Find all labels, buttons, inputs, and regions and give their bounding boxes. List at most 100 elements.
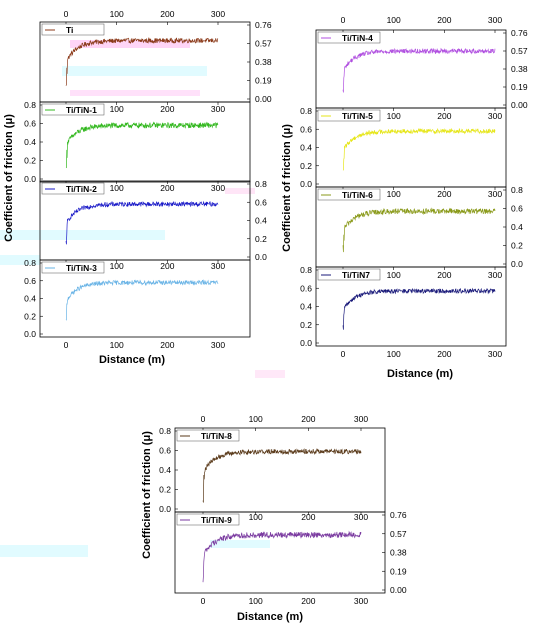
y-tick-label: 0.0 bbox=[511, 259, 523, 269]
x-axis-label-group-1: Distance (m) bbox=[99, 354, 165, 366]
x-tick-label: 300 bbox=[488, 15, 502, 25]
y-tick-label: 0.2 bbox=[300, 320, 312, 330]
y-tick-label: 0.00 bbox=[255, 94, 272, 104]
y-tick-label: 0.8 bbox=[300, 265, 312, 275]
panel-10: 01002003000.000.190.380.570.760100200300… bbox=[174, 510, 407, 606]
y-tick-label: 0.6 bbox=[511, 204, 523, 214]
friction-trace-line bbox=[202, 448, 362, 503]
y-tick-label: 0.2 bbox=[24, 311, 36, 321]
background-artifact-2 bbox=[62, 66, 207, 76]
y-tick-label: 0.8 bbox=[511, 185, 523, 195]
x-tick-label: 200 bbox=[437, 111, 451, 121]
x-tick-label: 0 bbox=[64, 9, 69, 19]
y-tick-label: 0.2 bbox=[300, 161, 312, 171]
legend-label: Ti/TiN-1 bbox=[66, 105, 97, 115]
legend-box bbox=[317, 109, 381, 122]
y-tick-label: 0.8 bbox=[24, 258, 36, 268]
y-tick-label: 0.8 bbox=[300, 106, 312, 116]
x-tick-label-bottom: 300 bbox=[488, 349, 502, 359]
x-axis-label-group-2: Distance (m) bbox=[387, 368, 453, 380]
panel-5: 0 100 200 300 0.00 0.19 0.38 0.57 0.76 Ti/TiN-4 bbox=[315, 15, 528, 110]
x-tick-label: 200 bbox=[301, 512, 315, 522]
x-tick-label-bottom: 200 bbox=[160, 340, 174, 350]
x-tick-label-bottom: 0 bbox=[64, 340, 69, 350]
x-tick-label-bottom: 200 bbox=[437, 349, 451, 359]
x-tick-label: 100 bbox=[249, 512, 263, 522]
y-tick-label: 0.76 bbox=[390, 510, 407, 520]
y-tick-label: 0.76 bbox=[255, 20, 272, 30]
legend-label: Ti/TiN-6 bbox=[342, 190, 373, 200]
y-tick-label: 0.4 bbox=[24, 294, 36, 304]
x-tick-label: 100 bbox=[387, 270, 401, 280]
legend-box bbox=[41, 261, 105, 274]
x-tick-label-bottom: 200 bbox=[301, 596, 315, 606]
legend-label: Ti/TiN-3 bbox=[66, 263, 97, 273]
y-tick-label: 0.6 bbox=[255, 197, 267, 207]
y-tick-label: 0.00 bbox=[511, 100, 528, 110]
x-tick-label: 200 bbox=[437, 270, 451, 280]
x-tick-label-bottom: 300 bbox=[354, 596, 368, 606]
background-artifact-1 bbox=[70, 40, 190, 48]
friction-trace-line bbox=[202, 530, 362, 583]
legend-label: Ti/TiN-2 bbox=[66, 184, 97, 194]
y-tick-label: 0.19 bbox=[255, 76, 272, 86]
legend-label: Ti/TiN-4 bbox=[342, 33, 373, 43]
x-tick-label: 100 bbox=[387, 15, 401, 25]
y-tick-label: 0.0 bbox=[300, 179, 312, 189]
background-artifact-6 bbox=[225, 188, 255, 194]
y-tick-label: 0.6 bbox=[300, 124, 312, 134]
x-tick-label: 200 bbox=[160, 9, 174, 19]
legend-box bbox=[317, 31, 381, 44]
friction-trace-line bbox=[342, 127, 496, 171]
background-artifact-5 bbox=[0, 255, 40, 265]
x-tick-label: 300 bbox=[488, 111, 502, 121]
y-tick-label: 0.6 bbox=[159, 446, 171, 456]
panels: 01002003000.000.190.380.570.76Ti01002003… bbox=[24, 9, 528, 606]
x-tick-label: 100 bbox=[387, 189, 401, 199]
y-tick-label: 0.0 bbox=[159, 504, 171, 514]
background-artifacts bbox=[0, 40, 285, 557]
friction-trace-line bbox=[65, 121, 219, 169]
legend-box bbox=[317, 268, 381, 281]
background-artifact-7 bbox=[0, 545, 88, 557]
panel-4: 01002003000.00.20.40.60.80100200300Ti/Ti… bbox=[24, 258, 251, 350]
y-tick-label: 0.6 bbox=[24, 119, 36, 129]
legend-box bbox=[317, 188, 381, 201]
x-tick-label: 200 bbox=[301, 414, 315, 424]
y-axis-label-group-1: Coefficient of friction (μ) bbox=[3, 114, 15, 242]
x-tick-label: 300 bbox=[354, 414, 368, 424]
legend-box bbox=[176, 429, 240, 442]
x-tick-label: 200 bbox=[160, 261, 174, 271]
y-tick-label: 0.4 bbox=[24, 137, 36, 147]
friction-trace-line bbox=[342, 287, 496, 330]
y-tick-label: 0.57 bbox=[390, 529, 407, 539]
y-tick-label: 0.2 bbox=[24, 156, 36, 166]
y-tick-label: 0.57 bbox=[511, 46, 528, 56]
x-tick-label: 300 bbox=[211, 261, 225, 271]
background-artifact-3 bbox=[70, 90, 200, 96]
x-tick-label: 100 bbox=[110, 183, 124, 193]
y-tick-label: 0.2 bbox=[255, 234, 267, 244]
y-tick-label: 0.4 bbox=[300, 302, 312, 312]
x-tick-label: 0 bbox=[201, 414, 206, 424]
background-artifact-9 bbox=[255, 370, 285, 378]
y-tick-label: 0.2 bbox=[159, 485, 171, 495]
legend-box bbox=[41, 103, 105, 116]
y-tick-label: 0.6 bbox=[24, 276, 36, 286]
x-tick-label: 100 bbox=[387, 111, 401, 121]
y-tick-label: 0.2 bbox=[511, 241, 523, 251]
y-tick-label: 0.8 bbox=[159, 426, 171, 436]
friction-trace-line bbox=[342, 47, 496, 93]
y-tick-label: 0.4 bbox=[255, 216, 267, 226]
x-tick-label: 200 bbox=[160, 183, 174, 193]
x-tick-label-bottom: 100 bbox=[249, 596, 263, 606]
background-artifact-4 bbox=[0, 230, 165, 240]
y-tick-label: 0.76 bbox=[511, 28, 528, 38]
y-tick-label: 0.57 bbox=[255, 39, 272, 49]
x-tick-label: 300 bbox=[211, 9, 225, 19]
